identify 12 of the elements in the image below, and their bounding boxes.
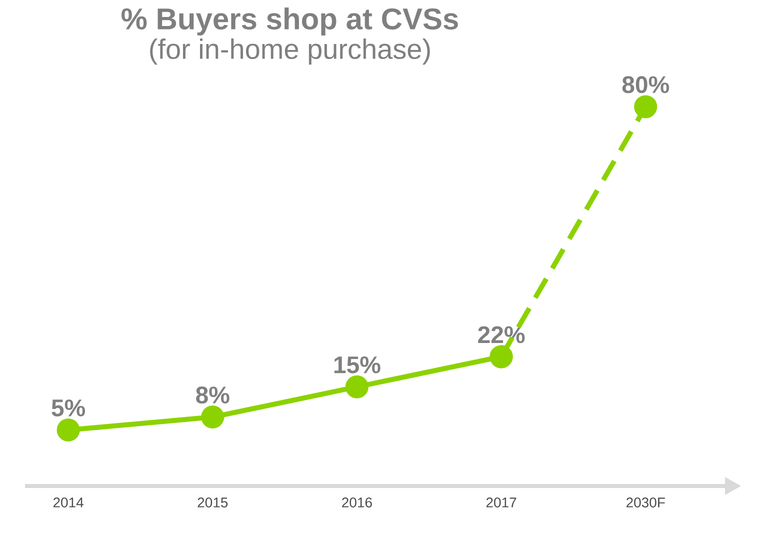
x-tick-label: 2014 — [53, 498, 84, 508]
data-label: 15% — [334, 356, 380, 374]
x-tick-label: 2016 — [342, 498, 372, 508]
x-tick-label: 2015 — [198, 498, 228, 508]
chart-title: % Buyers shop at CVSs — [122, 8, 458, 36]
x-tick-label: 2017 — [486, 498, 516, 508]
chart-subtitle: (for in-home purchase) — [150, 38, 430, 65]
x-tick-label: 2030F — [626, 498, 665, 508]
data-label: 5% — [52, 399, 86, 416]
data-label: 80% — [622, 76, 669, 94]
data-label: 22% — [478, 326, 525, 344]
data-label: 8% — [196, 386, 230, 404]
